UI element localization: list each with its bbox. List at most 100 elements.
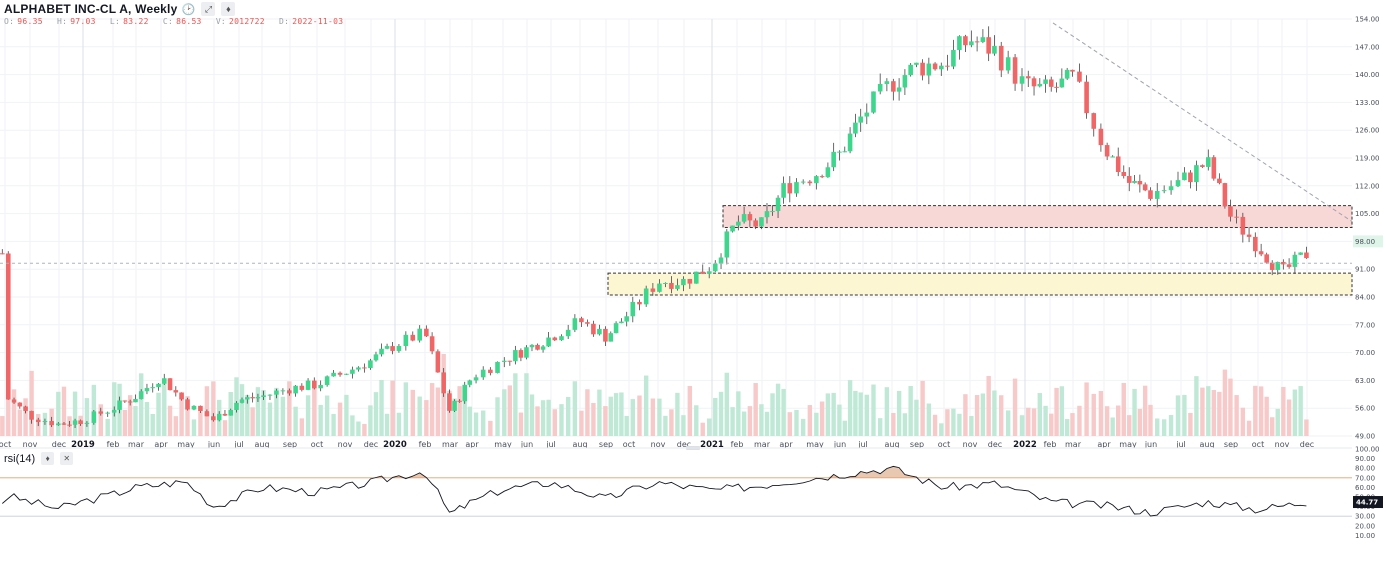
- volume-bar: [368, 405, 373, 436]
- time-tick-label: may: [806, 440, 824, 449]
- candle-body: [111, 409, 117, 413]
- time-tick-label: apr: [1097, 440, 1111, 449]
- volume-bar: [488, 420, 493, 436]
- candle-body: [1275, 261, 1281, 270]
- price-tick-label: 147.00: [1355, 43, 1380, 51]
- volume-bar: [842, 420, 847, 436]
- candle-body: [945, 65, 950, 67]
- volume-bar: [700, 422, 705, 436]
- candle-body: [1292, 254, 1298, 267]
- volume-bar: [417, 396, 422, 436]
- volume-bar: [945, 409, 950, 436]
- volume-bar: [356, 421, 361, 436]
- volume-key: V:: [215, 17, 227, 26]
- candle-body: [891, 81, 896, 92]
- volume-bar: [951, 408, 956, 436]
- candle-body: [1091, 113, 1097, 129]
- candle-body: [61, 423, 67, 425]
- clock-icon[interactable]: 🕑: [181, 3, 196, 16]
- volume-bar: [11, 389, 17, 436]
- volume-bar: [127, 395, 133, 436]
- pin-icon[interactable]: ♦: [221, 2, 236, 16]
- candle-body: [234, 402, 239, 410]
- volume-bar: [379, 380, 384, 436]
- volume-bar: [730, 407, 735, 436]
- volume-bar: [585, 389, 590, 436]
- volume-bar: [891, 413, 896, 436]
- candle-body: [1182, 172, 1187, 181]
- candle-body: [127, 401, 133, 403]
- volume-bar: [694, 405, 699, 436]
- candle-body: [379, 348, 384, 355]
- candle-body: [591, 323, 596, 335]
- candle-body: [747, 214, 753, 221]
- price-tick-label: 56.00: [1355, 405, 1375, 413]
- volume-bar: [770, 393, 775, 436]
- candle-body: [669, 282, 674, 289]
- time-tick-label: oct: [938, 440, 950, 449]
- time-tick-label: sep: [910, 440, 924, 449]
- candle-body: [179, 392, 184, 400]
- candle-body: [1154, 191, 1160, 199]
- price-tick-label: 84.00: [1355, 294, 1375, 302]
- price-tick-label: 154.00: [1355, 16, 1380, 24]
- time-tick-label: 2019: [71, 440, 95, 450]
- candle-body: [293, 385, 298, 394]
- time-tick-label: oct: [1252, 440, 1264, 449]
- candle-body: [228, 409, 234, 416]
- volume-bar: [687, 386, 693, 436]
- candle-body: [390, 346, 395, 351]
- candle-body: [998, 45, 1004, 71]
- volume-bar: [980, 393, 986, 436]
- date-value: 2022-11-03: [292, 17, 344, 26]
- candle-body: [72, 420, 78, 425]
- candle-body: [1070, 69, 1075, 72]
- candle-body: [1084, 81, 1089, 114]
- volume-bar: [718, 391, 724, 436]
- candle-body: [706, 271, 712, 274]
- volume-bar: [1292, 389, 1298, 436]
- candle-body: [403, 334, 409, 346]
- candle-body: [1234, 216, 1239, 218]
- candle-body: [501, 360, 507, 362]
- candle-body: [305, 380, 311, 390]
- expand-icon[interactable]: ⤢: [201, 2, 216, 16]
- candle-body: [842, 151, 848, 153]
- candle-body: [951, 49, 956, 67]
- time-tick-label: nov: [651, 440, 666, 449]
- time-tick-label: sep: [1224, 440, 1238, 449]
- volume-bar: [1137, 408, 1143, 436]
- volume-bar: [1264, 396, 1269, 436]
- candle-body: [837, 151, 842, 153]
- pin-icon[interactable]: ♦: [41, 452, 55, 465]
- volume-bar: [932, 414, 938, 436]
- candle-body: [245, 397, 250, 400]
- candle-body: [787, 183, 793, 194]
- candle-body: [926, 63, 932, 76]
- candle-body: [457, 400, 462, 402]
- candle-body: [546, 337, 551, 347]
- volume-bar: [473, 412, 479, 436]
- candle-body: [781, 183, 786, 198]
- candle-body: [255, 397, 261, 399]
- candle-body: [736, 221, 741, 226]
- candle-body: [287, 390, 292, 394]
- time-tick-label: nov: [1275, 440, 1290, 449]
- time-tick-label: may: [1119, 440, 1137, 449]
- candle-body: [858, 116, 863, 123]
- volume-bar: [957, 413, 962, 436]
- candle-body: [1246, 234, 1252, 237]
- close-key: C:: [162, 17, 174, 26]
- volume-bar: [29, 370, 34, 436]
- chart-header: ALPHABET INC-CL A, Weekly 🕑 ⤢ ♦: [4, 2, 236, 16]
- volume-bar: [239, 384, 245, 436]
- volume-bar: [1059, 386, 1065, 436]
- close-icon[interactable]: ✕: [60, 452, 74, 465]
- time-tick-label: nov: [23, 440, 38, 449]
- rsi-tick-label: 100.00: [1355, 446, 1380, 454]
- volume-bar: [1206, 386, 1211, 436]
- time-tick-label: mar: [1065, 440, 1082, 449]
- candle-body: [663, 282, 668, 284]
- rsi-tick-label: 20.00: [1355, 522, 1375, 530]
